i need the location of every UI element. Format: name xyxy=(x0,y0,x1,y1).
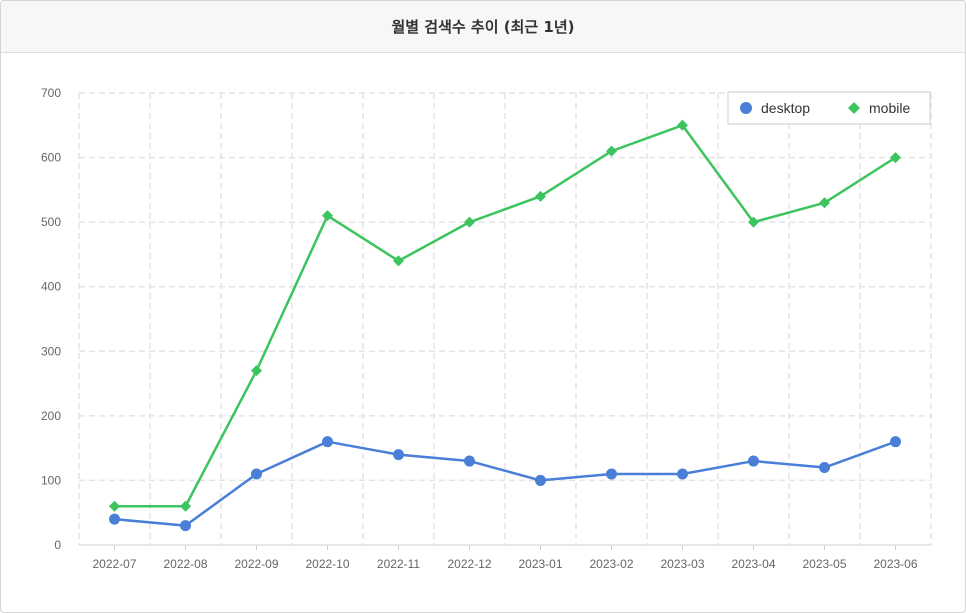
x-tick-label: 2022-10 xyxy=(305,557,349,571)
data-point-mobile[interactable] xyxy=(890,152,901,164)
legend-marker-mobile xyxy=(848,102,860,114)
x-tick-label: 2023-04 xyxy=(731,557,775,571)
data-point-desktop[interactable] xyxy=(109,513,120,525)
legend[interactable]: desktop mobile xyxy=(727,91,931,125)
data-point-desktop[interactable] xyxy=(819,462,830,474)
data-point-desktop[interactable] xyxy=(180,520,191,532)
legend-box xyxy=(727,91,931,125)
x-tick-label: 2022-11 xyxy=(377,557,420,571)
data-point-mobile[interactable] xyxy=(180,500,191,512)
data-point-desktop[interactable] xyxy=(890,436,901,448)
data-point-mobile[interactable] xyxy=(677,119,688,131)
y-tick-label: 500 xyxy=(41,215,61,229)
data-point-desktop[interactable] xyxy=(322,436,333,448)
y-tick-label: 300 xyxy=(41,344,61,358)
data-point-mobile[interactable] xyxy=(819,197,830,209)
data-point-mobile[interactable] xyxy=(393,255,404,267)
x-tick-label: 2022-12 xyxy=(447,557,491,571)
data-point-mobile[interactable] xyxy=(322,210,333,222)
legend-item-mobile[interactable]: mobile xyxy=(848,100,910,116)
legend-item-desktop[interactable]: desktop xyxy=(740,100,810,116)
data-point-desktop[interactable] xyxy=(677,468,688,480)
legend-label: mobile xyxy=(869,100,910,116)
x-tick-label: 2022-08 xyxy=(163,557,207,571)
grid-layer xyxy=(78,92,932,545)
y-tick-label: 100 xyxy=(41,473,61,487)
data-point-mobile[interactable] xyxy=(748,216,759,228)
data-point-desktop[interactable] xyxy=(251,468,262,480)
x-tick-label: 2022-07 xyxy=(92,557,136,571)
data-point-mobile[interactable] xyxy=(109,500,120,512)
x-tick-label: 2023-06 xyxy=(873,557,917,571)
x-tick-label: 2023-01 xyxy=(518,557,562,571)
panel-title: 월별 검색수 추이 (최근 1년) xyxy=(391,18,575,36)
data-point-mobile[interactable] xyxy=(535,190,546,202)
x-tick-label: 2023-03 xyxy=(660,557,704,571)
data-point-desktop[interactable] xyxy=(464,455,475,467)
y-tick-label: 600 xyxy=(41,151,61,165)
data-point-mobile[interactable] xyxy=(464,216,475,228)
x-tick-label: 2023-05 xyxy=(802,557,846,571)
panel-header: 월별 검색수 추이 (최근 1년) xyxy=(1,1,965,53)
data-point-desktop[interactable] xyxy=(393,449,404,461)
y-tick-label: 400 xyxy=(41,280,61,294)
legend-marker-desktop xyxy=(740,102,752,114)
data-point-desktop[interactable] xyxy=(606,468,617,480)
y-tick-label: 200 xyxy=(41,409,61,423)
series-layer xyxy=(109,119,901,532)
series-line-desktop xyxy=(114,440,896,527)
series-line-mobile xyxy=(114,124,897,508)
legend-label: desktop xyxy=(761,100,810,116)
data-point-mobile[interactable] xyxy=(606,145,617,157)
data-point-mobile[interactable] xyxy=(251,365,262,377)
y-tick-label: 700 xyxy=(41,86,61,100)
y-tick-label: 0 xyxy=(54,538,61,552)
data-point-desktop[interactable] xyxy=(748,455,759,467)
data-point-desktop[interactable] xyxy=(535,474,546,486)
x-tick-label: 2022-09 xyxy=(234,557,278,571)
x-tick-label: 2023-02 xyxy=(589,557,633,571)
axis-layer: 0 100 200 300 400 500 600 700 2022-07 2022-08 2022… xyxy=(41,86,931,571)
